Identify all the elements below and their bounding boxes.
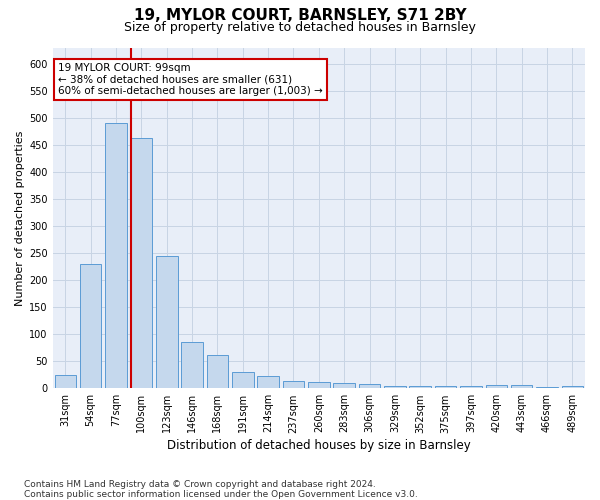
Text: Size of property relative to detached houses in Barnsley: Size of property relative to detached ho… xyxy=(124,21,476,34)
Bar xyxy=(55,375,76,388)
Bar xyxy=(232,372,254,388)
Text: 19 MYLOR COURT: 99sqm
← 38% of detached houses are smaller (631)
60% of semi-det: 19 MYLOR COURT: 99sqm ← 38% of detached … xyxy=(58,63,323,96)
Bar xyxy=(206,355,228,388)
Bar xyxy=(435,386,457,388)
Bar xyxy=(460,386,482,388)
Text: Contains HM Land Registry data © Crown copyright and database right 2024.
Contai: Contains HM Land Registry data © Crown c… xyxy=(24,480,418,499)
Bar xyxy=(131,138,152,388)
Bar xyxy=(156,256,178,388)
Bar xyxy=(384,386,406,388)
Bar xyxy=(359,384,380,388)
Bar xyxy=(334,383,355,388)
Bar xyxy=(283,382,304,388)
Bar xyxy=(105,123,127,388)
X-axis label: Distribution of detached houses by size in Barnsley: Distribution of detached houses by size … xyxy=(167,440,471,452)
Bar xyxy=(257,376,279,388)
Bar xyxy=(80,264,101,388)
Bar xyxy=(308,382,329,388)
Bar xyxy=(511,384,532,388)
Bar xyxy=(536,387,558,388)
Bar xyxy=(181,342,203,388)
Bar xyxy=(562,386,583,388)
Bar xyxy=(409,386,431,388)
Text: 19, MYLOR COURT, BARNSLEY, S71 2BY: 19, MYLOR COURT, BARNSLEY, S71 2BY xyxy=(134,8,466,22)
Bar xyxy=(485,384,507,388)
Y-axis label: Number of detached properties: Number of detached properties xyxy=(15,130,25,306)
